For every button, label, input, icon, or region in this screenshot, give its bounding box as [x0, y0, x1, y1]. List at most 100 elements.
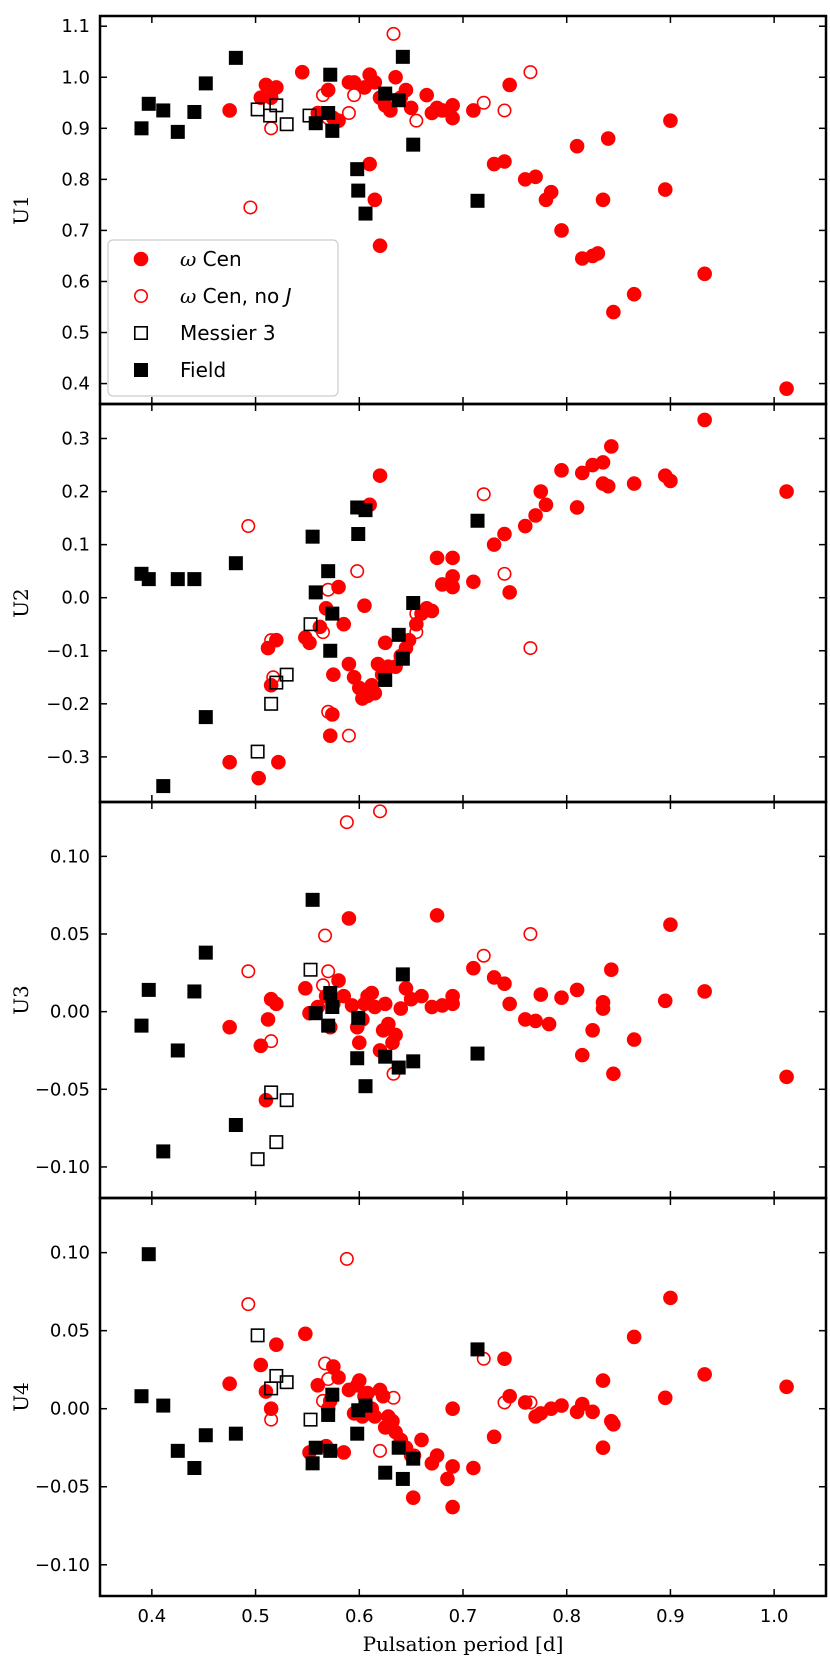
data-point [351, 1010, 366, 1025]
data-point [325, 707, 340, 722]
data-point [543, 184, 559, 200]
y-tick-label: 0.5 [61, 323, 90, 344]
data-point [445, 1499, 460, 1515]
data-point [134, 1389, 149, 1404]
x-tick-label: 1.0 [760, 1606, 789, 1627]
data-point [321, 1372, 336, 1387]
data-point [523, 1395, 538, 1410]
data-point [222, 1019, 237, 1035]
data-point [517, 1395, 533, 1410]
data-point [258, 1092, 274, 1108]
data-point [241, 519, 256, 534]
data-point [388, 1027, 403, 1043]
data-point [569, 982, 585, 998]
data-point [264, 633, 279, 648]
data-point [626, 1032, 642, 1047]
data-point [258, 1384, 274, 1399]
data-point [440, 1471, 455, 1487]
data-point [134, 121, 149, 136]
data-point [241, 964, 256, 979]
data-point [528, 169, 543, 185]
data-point [228, 50, 243, 65]
data-point [198, 1428, 213, 1443]
data-point [657, 182, 673, 197]
data-point [554, 1398, 569, 1413]
y-tick-label: −0.05 [35, 1079, 90, 1100]
data-point [626, 476, 642, 491]
data-point [391, 93, 406, 108]
data-point [187, 572, 202, 587]
data-point [554, 990, 569, 1005]
data-point [419, 87, 435, 103]
data-point [574, 1396, 590, 1412]
data-point [595, 995, 611, 1010]
data-point [325, 606, 340, 621]
data-point [305, 1456, 320, 1471]
data-point [406, 596, 421, 610]
data-point [228, 1426, 243, 1441]
legend-label: Messier 3 [180, 321, 276, 345]
data-point [378, 1465, 393, 1480]
data-point [391, 627, 406, 642]
data-point [405, 1490, 421, 1505]
panel-u2: −0.3 −0.2 −0.1 0.0 0.1 0.2 0.3 U2 [9, 402, 828, 804]
data-point [308, 1440, 323, 1455]
data-point [170, 572, 185, 587]
y-tick-label: 0.1 [61, 535, 90, 556]
data-point [502, 585, 517, 600]
data-point [445, 1459, 460, 1474]
y-tick-label: 0.00 [50, 1002, 90, 1023]
data-point [657, 1390, 673, 1406]
data-point [341, 728, 356, 743]
x-tick-label: 0.4 [138, 1606, 167, 1627]
data-point [336, 616, 352, 632]
data-point [269, 996, 284, 1012]
data-point [341, 911, 357, 926]
data-point [315, 978, 330, 993]
data-point [350, 162, 365, 177]
data-point [321, 106, 336, 120]
data-point [574, 465, 590, 481]
data-point [600, 131, 616, 146]
data-point [351, 1035, 367, 1051]
x-tick-label: 0.7 [449, 1606, 478, 1627]
legend: ω Cen ω Cen, no J Messier 3 Field [107, 239, 339, 397]
data-point [406, 137, 421, 152]
data-point [351, 183, 366, 198]
data-point [253, 1357, 269, 1373]
data-point [429, 550, 445, 566]
data-point [264, 1085, 279, 1100]
data-point [305, 529, 320, 544]
data-point [250, 1152, 265, 1167]
data-point [222, 103, 237, 118]
data-point [141, 96, 156, 111]
data-point [533, 484, 549, 499]
data-point [497, 976, 512, 991]
y-tick-label: 0.05 [50, 1321, 90, 1342]
legend-label: ω Cen [180, 247, 242, 271]
data-point [517, 518, 533, 534]
data-point [657, 993, 673, 1009]
data-point [663, 473, 678, 489]
data-point [541, 1016, 557, 1032]
y-tick-label: 0.00 [50, 1399, 90, 1420]
data-point [358, 1398, 373, 1413]
data-point [445, 1401, 460, 1417]
panel-frame [98, 1196, 828, 1598]
series--cen-no-j [243, 26, 538, 215]
data-point [466, 1460, 481, 1476]
data-point [585, 1022, 600, 1038]
data-point [250, 744, 265, 759]
y-tick-label: −0.2 [46, 694, 90, 715]
y-tick-label: 0.3 [61, 428, 90, 449]
data-point [386, 26, 401, 41]
data-point [375, 1388, 391, 1404]
data-point [320, 82, 336, 98]
data-point [470, 193, 485, 208]
data-point [294, 64, 310, 80]
series--cen [222, 412, 794, 786]
data-point [470, 513, 485, 528]
data-point [325, 1387, 340, 1402]
data-point [303, 1412, 318, 1427]
data-point [198, 945, 213, 960]
